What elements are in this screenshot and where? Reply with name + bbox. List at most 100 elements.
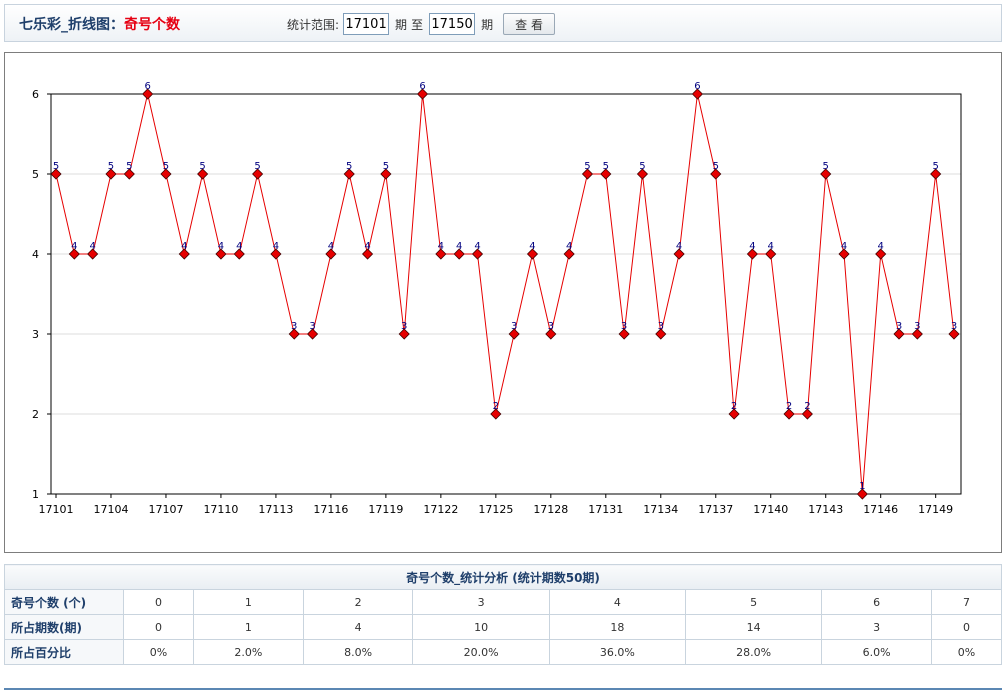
data-point (783, 408, 795, 420)
stats-cell: 2 (302, 589, 414, 615)
data-point (178, 248, 190, 260)
stats-cell: 4 (548, 589, 687, 615)
x-tick-label: 17107 (148, 503, 183, 516)
data-point (746, 248, 758, 260)
stats-cell: 0 (123, 614, 194, 640)
data-point (545, 328, 557, 340)
data-point (893, 328, 905, 340)
data-label: 2 (786, 401, 792, 412)
x-tick-label: 17122 (423, 503, 458, 516)
to-period-input[interactable] (429, 13, 476, 35)
data-point (691, 88, 703, 100)
data-label: 3 (951, 321, 957, 332)
data-point (655, 328, 667, 340)
data-label: 4 (273, 241, 279, 252)
data-label: 3 (309, 321, 315, 332)
x-tick-label: 17119 (368, 503, 403, 516)
data-point (398, 328, 410, 340)
stats-cell: 18 (548, 614, 687, 640)
data-label: 3 (658, 321, 664, 332)
y-tick-label: 2 (32, 408, 39, 421)
stats-cell: 6 (821, 589, 933, 615)
data-label: 2 (493, 401, 499, 412)
stats-cell: 0% (931, 639, 1002, 665)
data-label: 1 (859, 481, 865, 492)
data-point (930, 168, 942, 180)
data-label: 5 (254, 161, 260, 172)
page-header: 七乐彩_折线图：奇号个数 统计范围: 期 至 期 查 看 (4, 4, 1002, 42)
stats-cell: 0 (123, 589, 194, 615)
data-label: 3 (548, 321, 554, 332)
data-label: 4 (218, 241, 224, 252)
data-point (68, 248, 80, 260)
data-point (801, 408, 813, 420)
plot-area (50, 93, 962, 495)
y-tick-label: 1 (32, 488, 39, 501)
data-label: 3 (401, 321, 407, 332)
data-label: 4 (676, 241, 682, 252)
data-label: 5 (53, 161, 59, 172)
data-point (252, 168, 264, 180)
stats-cell: 3 (412, 589, 550, 615)
view-button[interactable]: 查 看 (503, 13, 556, 35)
data-point (600, 168, 612, 180)
data-label: 4 (438, 241, 444, 252)
x-tick-label: 17143 (808, 503, 843, 516)
stats-cell: 3 (821, 614, 933, 640)
data-label: 5 (346, 161, 352, 172)
data-point (856, 488, 868, 500)
stats-cell: 5 (684, 589, 823, 615)
stats-cell: 20.0% (412, 639, 550, 665)
x-tick-label: 17131 (588, 503, 623, 516)
data-point (233, 248, 245, 260)
stats-row: 奇号个数 (个) 0 1 2 3 4 5 6 7 (4, 589, 1002, 615)
stats-cell: 2.0% (192, 639, 304, 665)
data-point (380, 168, 392, 180)
data-label: 5 (823, 161, 829, 172)
data-point (581, 168, 594, 180)
data-label: 6 (419, 81, 425, 92)
data-label: 4 (474, 241, 480, 252)
data-point (820, 168, 832, 180)
data-label: 2 (804, 401, 810, 412)
data-point (288, 328, 300, 340)
data-point (160, 168, 172, 180)
data-label: 3 (291, 321, 297, 332)
data-label: 5 (199, 161, 205, 172)
data-point (765, 248, 777, 260)
data-label: 4 (71, 241, 77, 252)
from-period-input[interactable] (343, 13, 390, 35)
data-label: 3 (511, 321, 517, 332)
y-tick-label: 3 (32, 328, 39, 341)
range-selector: 统计范围: 期 至 期 查 看 (287, 13, 556, 35)
line-chart: 1 2 3 4 5 6 17101 17104 17107 17110 17113 17116 1711… (32, 81, 962, 516)
data-point (87, 248, 99, 260)
data-point (435, 248, 447, 260)
data-point (50, 168, 62, 180)
data-point (948, 328, 960, 340)
title-prefix: 七乐彩_折线图： (19, 17, 124, 33)
data-label: 4 (89, 241, 95, 252)
data-point (215, 248, 227, 260)
data-label: 4 (566, 241, 572, 252)
x-tick-label: 17104 (93, 503, 128, 516)
data-point (343, 168, 355, 180)
data-label: 5 (126, 161, 132, 172)
data-label: 4 (529, 241, 535, 252)
stats-caption: 奇号个数_统计分析 (统计期数50期) (4, 564, 1002, 590)
x-tick-label: 17146 (863, 503, 898, 516)
y-tick-label: 4 (32, 248, 39, 261)
data-point (526, 248, 539, 260)
data-point (618, 328, 630, 340)
title-highlight: 奇号个数 (124, 17, 180, 33)
data-label: 4 (364, 241, 370, 252)
data-point (105, 168, 117, 180)
x-tick-label: 17134 (643, 503, 678, 516)
x-tick-label: 17101 (39, 503, 74, 516)
x-tick-label: 17149 (918, 503, 953, 516)
stats-cell: 36.0% (548, 639, 687, 665)
x-tick-label: 17137 (698, 503, 733, 516)
data-label: 4 (456, 241, 462, 252)
data-point (728, 408, 740, 420)
x-tick-label: 17116 (313, 503, 348, 516)
